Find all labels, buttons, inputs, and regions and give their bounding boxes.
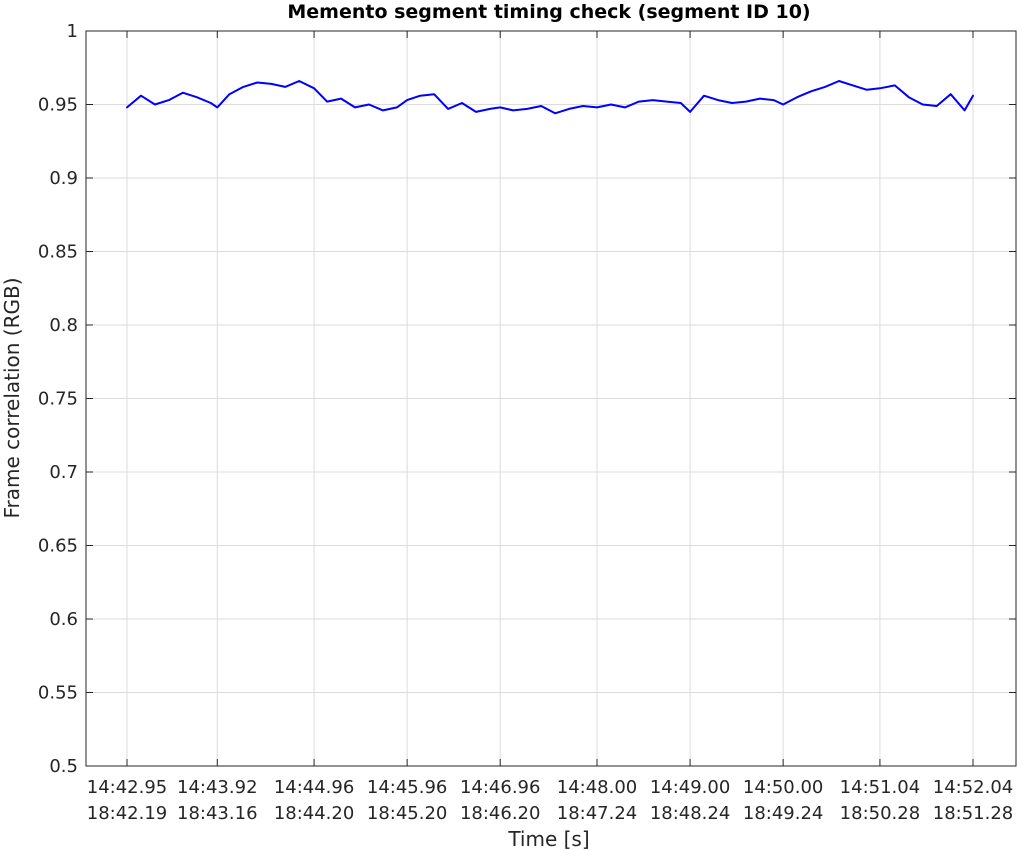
x-axis-ticks: 14:42.95 18:42.19 14:43.92 18:43.16 14:44.96… (87, 31, 1014, 824)
y-tick-label: 0.95 (38, 95, 78, 116)
plot-series (126, 80, 974, 115)
y-tick-label: 0.55 (38, 683, 78, 704)
chart-title: Memento segment timing check (segment ID… (287, 1, 810, 23)
x-tick-label-secondary: 18:43.16 (177, 803, 258, 824)
y-tick-label: 0.8 (49, 315, 78, 336)
x-tick-label-secondary: 18:49.24 (743, 803, 824, 824)
x-tick-label: 14:49.00 (650, 777, 731, 798)
x-tick-label-secondary: 18:50.28 (840, 803, 921, 824)
x-tick-label: 14:51.04 (840, 777, 921, 798)
y-tick-label: 0.65 (38, 536, 78, 557)
x-tick-label-secondary: 18:46.20 (460, 803, 541, 824)
y-tick-label: 0.6 (49, 609, 78, 630)
y-tick-label: 0.9 (49, 168, 78, 189)
y-axis-label: Frame correlation (RGB) (0, 277, 24, 518)
x-tick-label-secondary: 18:51.28 (933, 803, 1014, 824)
x-tick-label-secondary: 18:42.19 (87, 803, 168, 824)
x-tick-label-secondary: 18:48.24 (650, 803, 731, 824)
y-axis-ticks: 0.5 0.55 0.6 0.65 0.7 0.75 0.8 0.85 0.9 0.95 1 (38, 21, 1016, 777)
x-tick-label-secondary: 18:45.20 (367, 803, 448, 824)
x-tick-label: 14:48.00 (557, 777, 638, 798)
y-tick-label: 0.85 (38, 242, 78, 263)
x-tick-label: 14:44.96 (274, 777, 355, 798)
x-tick-label-secondary: 18:47.24 (557, 803, 638, 824)
x-tick-label: 14:50.00 (743, 777, 824, 798)
x-tick-label: 14:52.04 (933, 777, 1014, 798)
x-tick-label: 14:45.96 (367, 777, 448, 798)
y-tick-label: 0.75 (38, 389, 78, 410)
y-tick-label: 1 (67, 21, 78, 42)
y-tick-label: 0.7 (49, 462, 78, 483)
series-line (126, 80, 974, 115)
x-tick-label-secondary: 18:44.20 (274, 803, 355, 824)
x-tick-label: 14:43.92 (177, 777, 258, 798)
x-tick-label: 14:42.95 (87, 777, 168, 798)
y-tick-label: 0.5 (49, 756, 78, 777)
x-tick-label: 14:46.96 (460, 777, 541, 798)
x-axis-label: Time [s] (507, 827, 589, 851)
